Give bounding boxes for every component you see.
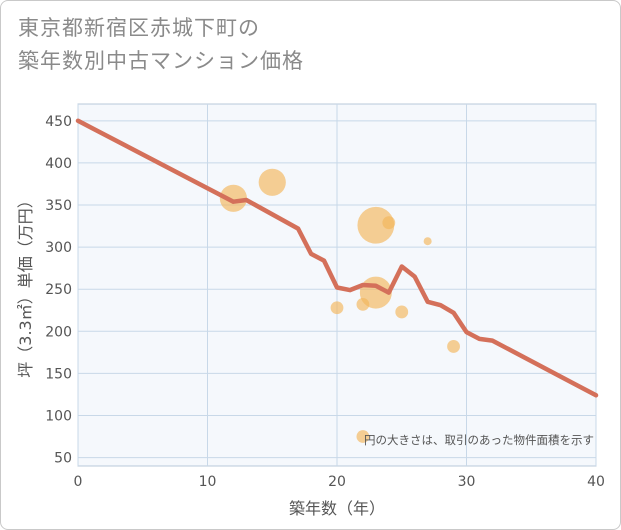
y-tick-label: 350 [45, 198, 72, 214]
data-bubble [356, 430, 370, 443]
y-tick-label: 250 [45, 282, 72, 298]
chart-title: 東京都新宿区赤城下町の 築年数別中古マンション価格 [18, 12, 438, 78]
axis-ticks: 0 10 20 30 40 50 100 150 200 250 300 350 400 450 [45, 114, 605, 490]
bubble-series [219, 168, 460, 443]
bubble-size-note: 円の大きさは、取引のあった物件面積を示す [364, 433, 594, 447]
y-tick-label: 300 [45, 240, 72, 256]
x-tick-label: 20 [328, 474, 346, 490]
data-bubble [423, 237, 432, 246]
chart-title-line1: 東京都新宿区赤城下町の [18, 16, 260, 40]
y-tick-label: 100 [45, 408, 72, 424]
data-bubble [395, 305, 409, 319]
y-axis-label: 坪（3.3㎡）単価（万円） [16, 192, 35, 377]
grid-lines [77, 104, 597, 466]
chart-title-line2: 築年数別中古マンション価格 [18, 49, 304, 73]
trend-line [75, 118, 599, 398]
y-tick-label: 150 [45, 366, 72, 382]
y-tick-label: 50 [54, 451, 72, 467]
x-tick-label: 10 [199, 474, 217, 490]
x-tick-label: 30 [458, 474, 476, 490]
y-tick-label: 400 [45, 156, 72, 172]
data-bubble [219, 184, 247, 212]
y-tick-label: 450 [45, 114, 72, 130]
data-bubble [382, 216, 396, 230]
data-bubble [356, 297, 370, 311]
y-tick-label: 200 [45, 324, 72, 340]
data-bubble [357, 206, 395, 244]
trend-series [75, 118, 599, 398]
data-bubble [330, 301, 344, 315]
data-bubble [447, 340, 460, 353]
x-axis-label: 築年数（年） [289, 499, 385, 518]
x-tick-label: 0 [74, 474, 83, 490]
x-tick-label: 40 [587, 474, 605, 490]
data-bubble [258, 168, 286, 196]
